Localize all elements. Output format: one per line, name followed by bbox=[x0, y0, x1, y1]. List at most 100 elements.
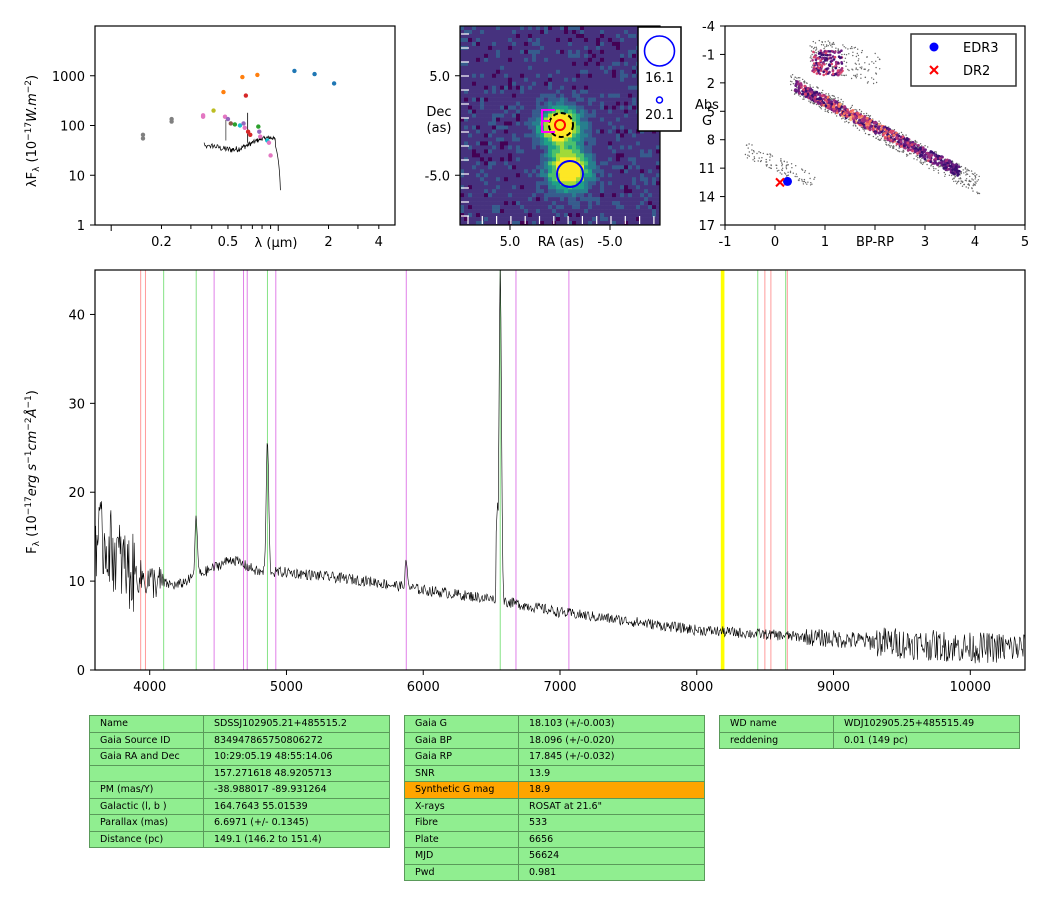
hrd-ytick-label: -1 bbox=[702, 48, 715, 63]
table-key-cell: Gaia BP bbox=[404, 731, 519, 749]
table-value-cell: -38.988017 -89.931264 bbox=[203, 781, 390, 799]
spectrum-ytick-label: 0 bbox=[77, 664, 85, 679]
hrd-ytick-label: 2 bbox=[707, 77, 715, 92]
table-value-cell: 13.9 bbox=[518, 764, 705, 782]
hrd-panel: -4 -1 2 5 8 11 14 17 -1 0 1 BP-RP 3 4 5 Abs G EDR3 DR2 bbox=[695, 20, 1029, 250]
table-row: Gaia RP 17.845 (+/-0.032) bbox=[404, 748, 705, 766]
sed-photometry-point bbox=[225, 116, 231, 122]
sed-panel: 1 10 100 1000 0.2 0.5 2 4 λ (μm) λFλ (10−17W.m−… bbox=[24, 25, 396, 251]
hrd-ytick-label: 11 bbox=[698, 162, 715, 177]
table-value-cell: 834947865750806272 bbox=[203, 731, 390, 749]
table-key-cell: Gaia RP bbox=[404, 748, 519, 766]
sed-ytick-label: 1 bbox=[77, 219, 85, 234]
hrd-xtick-label: 5 bbox=[1021, 235, 1029, 250]
image-aperture-dashed bbox=[548, 112, 574, 138]
sed-photometry-point bbox=[258, 134, 263, 139]
table-value-cell: 149.1 (146.2 to 151.4) bbox=[203, 830, 390, 848]
hrd-ytick-label: 8 bbox=[707, 134, 715, 149]
spectrum-xtick-label: 6000 bbox=[407, 680, 440, 695]
image-target-marker bbox=[554, 119, 566, 131]
sed-ytick-label: 10 bbox=[68, 169, 85, 184]
table-row: Synthetic G mag 18.9 bbox=[404, 781, 705, 799]
legend-label-bright: 16.1 bbox=[645, 71, 674, 86]
sed-photometry-point bbox=[266, 140, 272, 145]
sed-xtick-label: 4 bbox=[375, 235, 383, 250]
table-value-cell: 18.103 (+/-0.003) bbox=[518, 715, 705, 733]
table-row: reddening 0.01 (149 pc) bbox=[719, 731, 1020, 749]
table-key-cell: reddening bbox=[719, 731, 834, 749]
sed-photometry-point bbox=[312, 71, 317, 77]
image-source-circle-bright bbox=[556, 160, 584, 188]
hrd-ytick-label: 17 bbox=[698, 219, 715, 234]
sed-xtick-label: 2 bbox=[324, 235, 332, 250]
image-ytick-label: 5.0 bbox=[429, 70, 450, 85]
table-value-cell: 164.7643 55.01539 bbox=[203, 797, 390, 815]
table-row: Galactic (l, b ) 164.7643 55.01539 bbox=[89, 797, 390, 815]
sed-photometry-point bbox=[268, 153, 273, 158]
sed-photometry-point bbox=[237, 123, 243, 128]
table-value-cell: SDSSJ102905.21+485515.2 bbox=[203, 715, 390, 733]
table-value-cell: 0.981 bbox=[518, 863, 705, 881]
hrd-ytick-label: -4 bbox=[702, 20, 715, 35]
hrd-xtick-label: BP-RP bbox=[856, 235, 894, 250]
sed-spectrum-line bbox=[203, 135, 281, 191]
table-key-cell: MJD bbox=[404, 847, 519, 865]
table-value-cell: 0.01 (149 pc) bbox=[833, 731, 1020, 749]
sed-ylabel: λFλ (10−17W.m−2) bbox=[24, 75, 42, 187]
hrd-point-edr3 bbox=[783, 176, 792, 186]
legend-label-faint: 20.1 bbox=[645, 108, 674, 123]
sed-photometry-point bbox=[221, 89, 226, 95]
sed-photometry-point bbox=[243, 93, 249, 98]
table-value-cell: WDJ102905.25+485515.49 bbox=[833, 715, 1020, 733]
spectrum-ytick-label: 30 bbox=[68, 397, 85, 412]
table-row: Gaia Source ID 834947865750806272 bbox=[89, 731, 390, 749]
table-row: Parallax (mas) 6.6971 (+/- 0.1345) bbox=[89, 814, 390, 832]
spectrum-ylabel: Fλ (10−17erg s−1cm−2Å−1) bbox=[24, 390, 42, 554]
spectrum-xtick-label: 7000 bbox=[543, 680, 576, 695]
table-value-cell: 533 bbox=[518, 814, 705, 832]
sed-photometry-point bbox=[240, 74, 245, 80]
table-row: MJD 56624 bbox=[404, 847, 705, 865]
hrd-xtick-label: 1 bbox=[821, 235, 829, 250]
hrd-xtick-label: -1 bbox=[719, 235, 732, 250]
table-key-cell bbox=[89, 764, 204, 782]
table-row: Fibre 533 bbox=[404, 814, 705, 832]
table-key-cell: SNR bbox=[404, 764, 519, 782]
table-key-cell: Fibre bbox=[404, 814, 519, 832]
hrd-ylabel: Abs G bbox=[695, 98, 719, 129]
table-row: Plate 6656 bbox=[404, 830, 705, 848]
gaia-info-table: Gaia G 18.103 (+/-0.003) Gaia BP 18.096 (+/… bbox=[404, 715, 705, 881]
table-key-cell: Parallax (mas) bbox=[89, 814, 204, 832]
table-key-cell: Galactic (l, b ) bbox=[89, 797, 204, 815]
spectrum-panel: 0 10 20 30 40 4000 5000 6000 7000 8000 9000 10000 F… bbox=[24, 269, 1026, 695]
spectrum-ytick-label: 10 bbox=[68, 575, 85, 590]
wd-info-table: WD name WDJ102905.25+485515.49 reddening 0.… bbox=[719, 715, 1020, 749]
hrd-ytick-label: 14 bbox=[698, 191, 715, 206]
table-key-cell: PM (mas/Y) bbox=[89, 781, 204, 799]
spectrum-xtick-label: 4000 bbox=[133, 680, 166, 695]
table-key-cell: Plate bbox=[404, 830, 519, 848]
spectrum-xtick-label: 8000 bbox=[680, 680, 713, 695]
sed-photometry-point bbox=[242, 125, 247, 130]
table-value-cell: 18.096 (+/-0.020) bbox=[518, 731, 705, 749]
image-legend: 16.1 20.1 bbox=[637, 26, 682, 132]
table-row: PM (mas/Y) -38.988017 -89.931264 bbox=[89, 781, 390, 799]
table-key-cell: Name bbox=[89, 715, 204, 733]
image-xtick-label: -5.0 bbox=[597, 235, 622, 250]
table-value-cell: 18.9 bbox=[518, 781, 705, 799]
sed-photometry-point bbox=[200, 113, 206, 118]
sed-photometry-point bbox=[331, 81, 337, 86]
hrd-xtick-label: 3 bbox=[921, 235, 929, 250]
spectrum-xtick-label: 9000 bbox=[817, 680, 850, 695]
sed-photometry-point bbox=[228, 121, 233, 126]
table-key-cell: Gaia RA and Dec bbox=[89, 748, 204, 766]
table-row: Gaia G 18.103 (+/-0.003) bbox=[404, 715, 705, 733]
table-key-cell: WD name bbox=[719, 715, 834, 733]
sed-xlabel: λ (μm) bbox=[255, 236, 298, 251]
table-key-cell: X-rays bbox=[404, 797, 519, 815]
table-row: X-rays ROSAT at 21.6" bbox=[404, 797, 705, 815]
sed-photometry-point bbox=[140, 136, 146, 141]
sed-photometry-point bbox=[169, 116, 174, 122]
table-row: Gaia RA and Dec 10:29:05.19 48:55:14.06 bbox=[89, 748, 390, 766]
